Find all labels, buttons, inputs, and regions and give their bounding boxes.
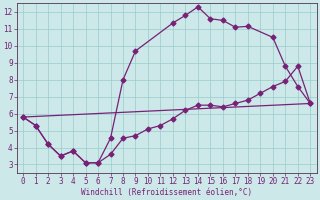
X-axis label: Windchill (Refroidissement éolien,°C): Windchill (Refroidissement éolien,°C) <box>81 188 252 197</box>
